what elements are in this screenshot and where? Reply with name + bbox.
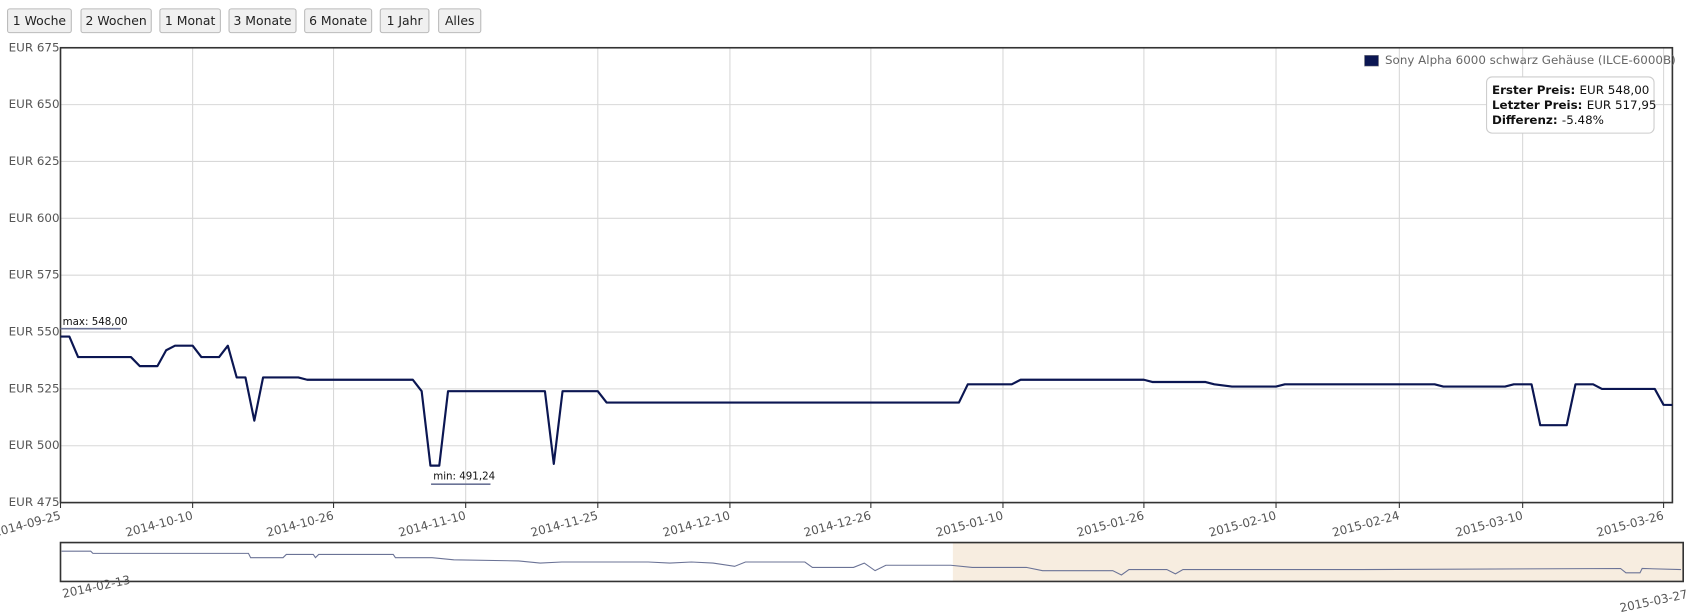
button-face[interactable] bbox=[228, 8, 297, 34]
button-face[interactable] bbox=[438, 8, 482, 34]
annotation: max: 548,00 bbox=[63, 316, 128, 328]
y-tick-label: EUR 525 bbox=[9, 381, 60, 395]
button-label[interactable]: 3 Monate bbox=[233, 13, 291, 28]
range-button[interactable]: 6 Monate bbox=[304, 8, 373, 34]
button-label[interactable]: Alles bbox=[445, 13, 474, 28]
info-label: Erster Preis: bbox=[1492, 82, 1575, 96]
button-label[interactable]: 1 Woche bbox=[13, 13, 66, 28]
range-button[interactable]: 3 Monate bbox=[228, 8, 297, 34]
price-line bbox=[60, 335, 1673, 467]
legend-swatch bbox=[1364, 55, 1379, 67]
range-button[interactable]: 1 Jahr bbox=[379, 8, 430, 34]
info-line: Erster Preis: EUR 548,00 bbox=[1492, 82, 1649, 96]
navigator-frame bbox=[59, 541, 1685, 583]
button-label[interactable]: 1 Jahr bbox=[387, 13, 424, 28]
y-tick-label: EUR 575 bbox=[9, 268, 60, 282]
info-value: EUR 517,95 bbox=[1587, 98, 1657, 112]
button-label[interactable]: 2 Wochen bbox=[86, 13, 147, 28]
y-tick-label: EUR 650 bbox=[9, 97, 60, 111]
y-tick-label: EUR 550 bbox=[9, 325, 60, 339]
button-label[interactable]: 1 Monat bbox=[165, 13, 216, 28]
range-button[interactable]: Alles bbox=[438, 8, 482, 34]
y-tick-label: EUR 625 bbox=[9, 154, 60, 168]
button-face[interactable] bbox=[304, 8, 373, 34]
button-face[interactable] bbox=[7, 8, 72, 34]
range-button[interactable]: 2 Wochen bbox=[80, 8, 152, 34]
button-face[interactable] bbox=[80, 8, 152, 34]
range-button[interactable]: 1 Woche bbox=[7, 8, 72, 34]
button-face[interactable] bbox=[379, 8, 430, 34]
range-button[interactable]: 1 Monat bbox=[159, 8, 221, 34]
info-label: Differenz: bbox=[1492, 113, 1558, 127]
legend-label: Sony Alpha 6000 schwarz Gehäuse (ILCE-60… bbox=[1385, 53, 1676, 67]
info-line: Differenz: -5.48% bbox=[1492, 113, 1604, 127]
info-box bbox=[1486, 76, 1655, 134]
navigator-selection[interactable] bbox=[952, 542, 1684, 582]
navigator-line bbox=[61, 550, 1682, 576]
button-label[interactable]: 6 Monate bbox=[309, 13, 367, 28]
button-face[interactable] bbox=[159, 8, 221, 34]
info-label: Letzter Preis: bbox=[1492, 98, 1582, 112]
y-tick-label: EUR 600 bbox=[9, 211, 60, 225]
y-tick-label: EUR 475 bbox=[9, 495, 60, 509]
info-value: -5.48% bbox=[1562, 113, 1604, 127]
y-tick-label: EUR 675 bbox=[9, 40, 60, 54]
plot-frame bbox=[59, 46, 1674, 504]
info-line: Letzter Preis: EUR 517,95 bbox=[1492, 98, 1657, 112]
y-tick-label: EUR 500 bbox=[9, 438, 60, 452]
annotation: min: 491,24 bbox=[433, 471, 495, 483]
info-value: EUR 548,00 bbox=[1580, 82, 1650, 96]
